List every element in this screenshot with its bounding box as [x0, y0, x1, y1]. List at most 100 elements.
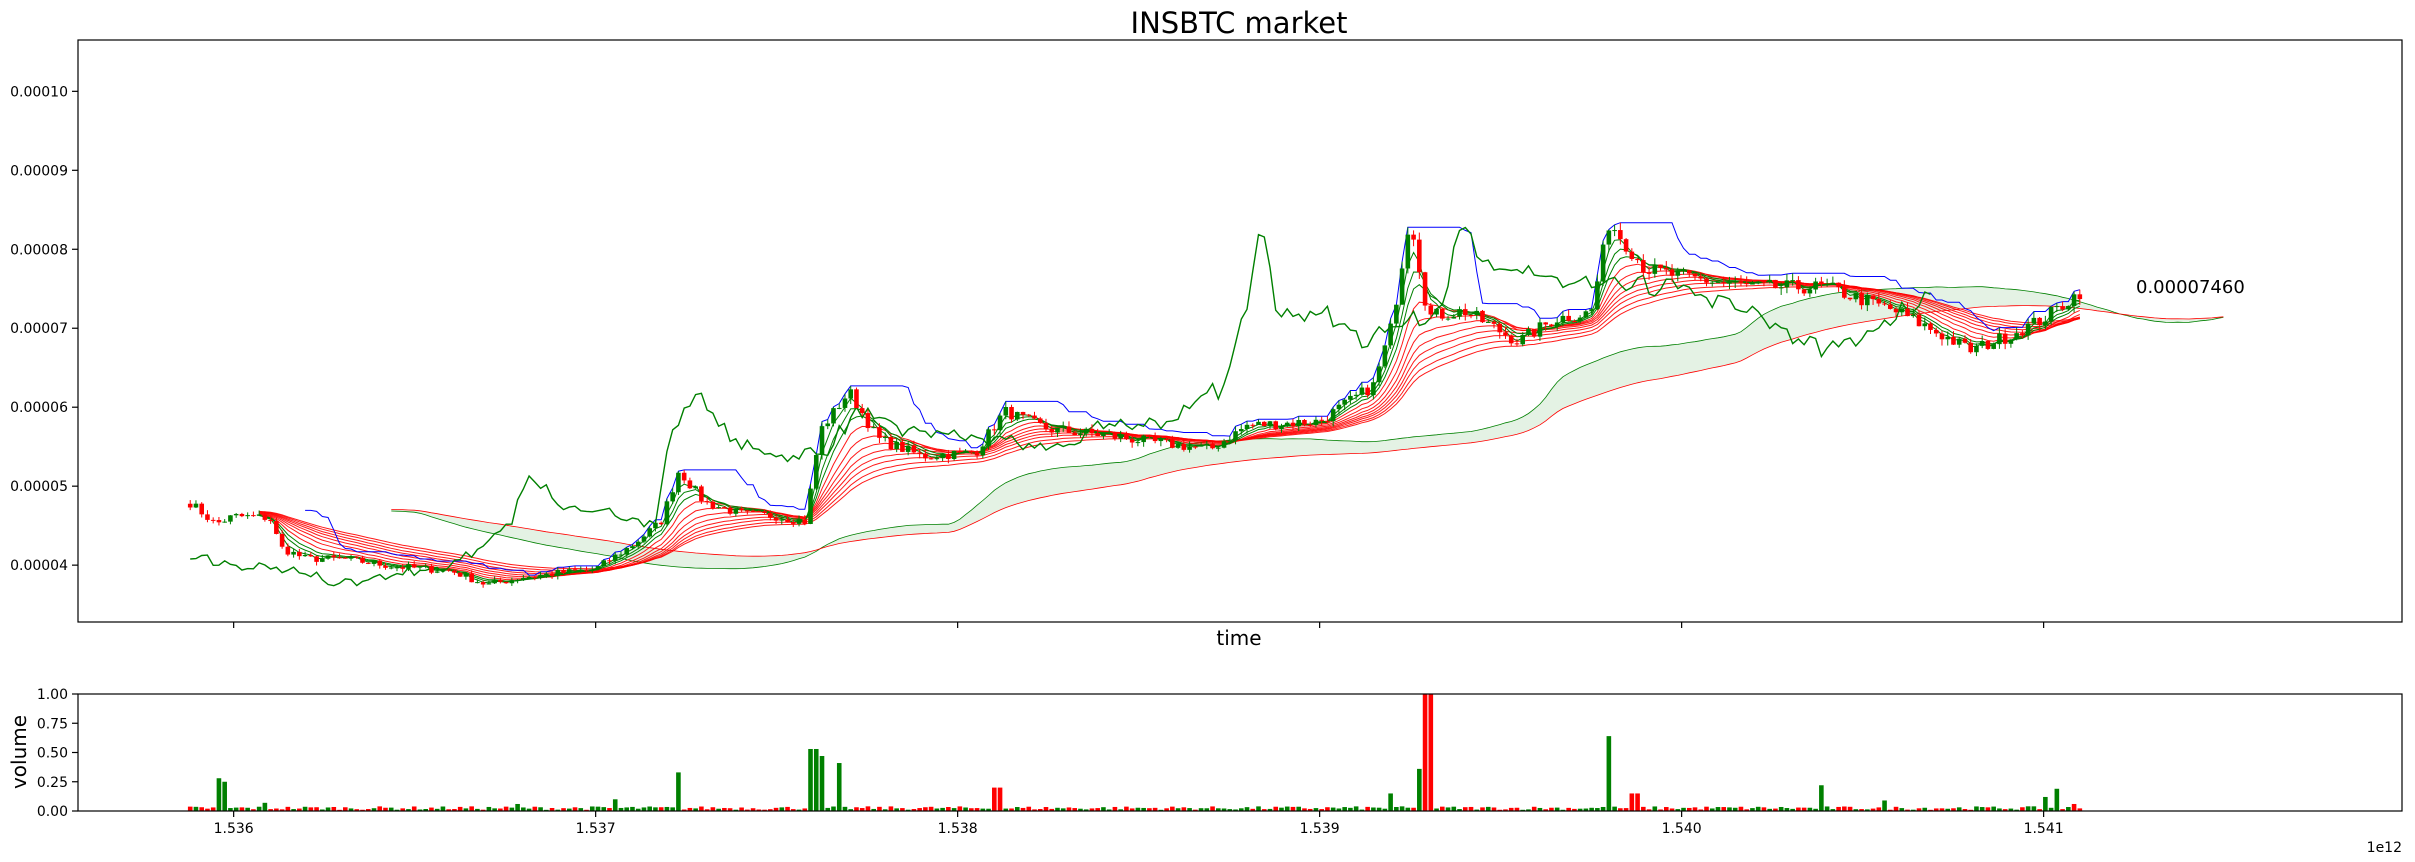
volume-bar	[2048, 807, 2054, 811]
volume-bar	[526, 808, 532, 811]
volume-axis-title: volume	[7, 715, 31, 789]
volume-bar	[1227, 809, 1233, 811]
volume-bar	[1124, 806, 1129, 811]
volume-bar	[1997, 808, 2002, 811]
candle-body	[2043, 321, 2048, 326]
volume-bar	[1618, 808, 1623, 811]
candle-body	[377, 560, 383, 566]
volume-bar	[325, 807, 331, 811]
volume-bar	[1164, 808, 1169, 811]
candle-body	[1124, 434, 1129, 440]
volume-bar	[1503, 809, 1508, 811]
volume-bar	[1187, 808, 1192, 811]
volume-bar	[1066, 807, 1072, 811]
candle-body	[831, 408, 836, 424]
candle-body	[1928, 323, 1933, 330]
candle-body	[1193, 446, 1198, 448]
candle-body	[1589, 309, 1594, 312]
volume-bar	[1922, 807, 1928, 811]
volume-bar	[1531, 806, 1537, 811]
candle-body	[1388, 323, 1393, 346]
candle-body	[486, 583, 492, 585]
cloud-span-a	[391, 286, 2224, 570]
candle-body	[1572, 321, 1577, 323]
candle-body	[1365, 387, 1370, 396]
candle-body	[1623, 239, 1629, 252]
volume-bar	[1882, 800, 1887, 811]
candle-body	[836, 407, 842, 409]
candle-body	[291, 551, 296, 555]
volume-bar	[1566, 807, 1571, 811]
volume-bar	[394, 809, 400, 811]
candle-body	[699, 486, 704, 502]
candle-body	[1549, 324, 1554, 327]
candle-body	[1336, 404, 1342, 410]
volume-bar	[819, 756, 825, 811]
volume-bar	[1256, 806, 1261, 811]
volume-bar	[1830, 809, 1836, 811]
volume-bar	[1554, 807, 1560, 811]
volume-bar	[1801, 807, 1807, 811]
candle-body	[1514, 343, 1520, 345]
volume-bar	[1497, 809, 1503, 811]
volume-bar	[1043, 807, 1049, 811]
volume-bar	[1014, 807, 1020, 811]
candle-body	[859, 408, 865, 414]
volume-bar	[233, 807, 239, 811]
candle-body	[1250, 424, 1256, 426]
volume-bar	[1394, 806, 1399, 811]
candle-body	[1968, 342, 1973, 353]
candle-body	[1618, 230, 1623, 240]
volume-bar	[1388, 793, 1393, 811]
candle-body	[1612, 230, 1617, 232]
volume-bar	[457, 806, 463, 811]
volume-bar	[825, 807, 831, 811]
candle-body	[974, 452, 980, 456]
volume-bar	[946, 807, 951, 811]
volume-bar	[302, 806, 308, 811]
volume-bar	[1916, 808, 1922, 811]
volume-bar	[1296, 806, 1302, 811]
volume-bar	[957, 806, 963, 811]
candle-body	[796, 519, 802, 524]
volume-bar	[1325, 807, 1330, 811]
volume-bar	[790, 809, 796, 811]
volume-bar	[1129, 808, 1135, 811]
volume-bar	[1112, 806, 1118, 811]
volume-bar	[1951, 808, 1956, 811]
candle-body	[963, 450, 968, 452]
candle-body	[1307, 424, 1313, 426]
volume-bar	[647, 806, 652, 811]
volume-bar	[813, 748, 819, 811]
candle-body	[768, 513, 773, 518]
candle-body	[1790, 280, 1795, 282]
volume-bar	[348, 808, 354, 811]
candle-body	[509, 580, 515, 584]
candle-body	[1577, 317, 1583, 322]
candle-body	[228, 515, 233, 522]
volume-bar	[1836, 806, 1841, 811]
candle-body	[400, 567, 406, 569]
volume-bar	[1635, 793, 1640, 811]
candle-body	[773, 517, 779, 521]
volume-bar	[635, 808, 641, 811]
volume-bar	[274, 808, 279, 811]
volume-bar	[1870, 808, 1876, 811]
volume-panel: 0.000.250.500.751.00 1.536 1.537 1.538 1.53…	[7, 687, 2403, 856]
candle-body	[1721, 282, 1727, 284]
volume-bar	[1405, 807, 1411, 811]
volume-bar	[969, 808, 974, 811]
candle-body	[951, 450, 957, 459]
volume-bar	[2043, 796, 2048, 811]
volume-bar	[1032, 809, 1037, 811]
candle-body	[1951, 336, 1956, 345]
volume-bar	[1135, 807, 1141, 811]
volume-bar	[216, 778, 222, 811]
candle-body	[1991, 344, 1996, 349]
candle-body	[1537, 322, 1543, 337]
volume-bar	[1284, 806, 1290, 811]
candle-body	[245, 515, 250, 517]
volume-bar	[1181, 807, 1187, 811]
candle-body	[653, 522, 658, 529]
price-x-ticks	[233, 622, 2045, 628]
